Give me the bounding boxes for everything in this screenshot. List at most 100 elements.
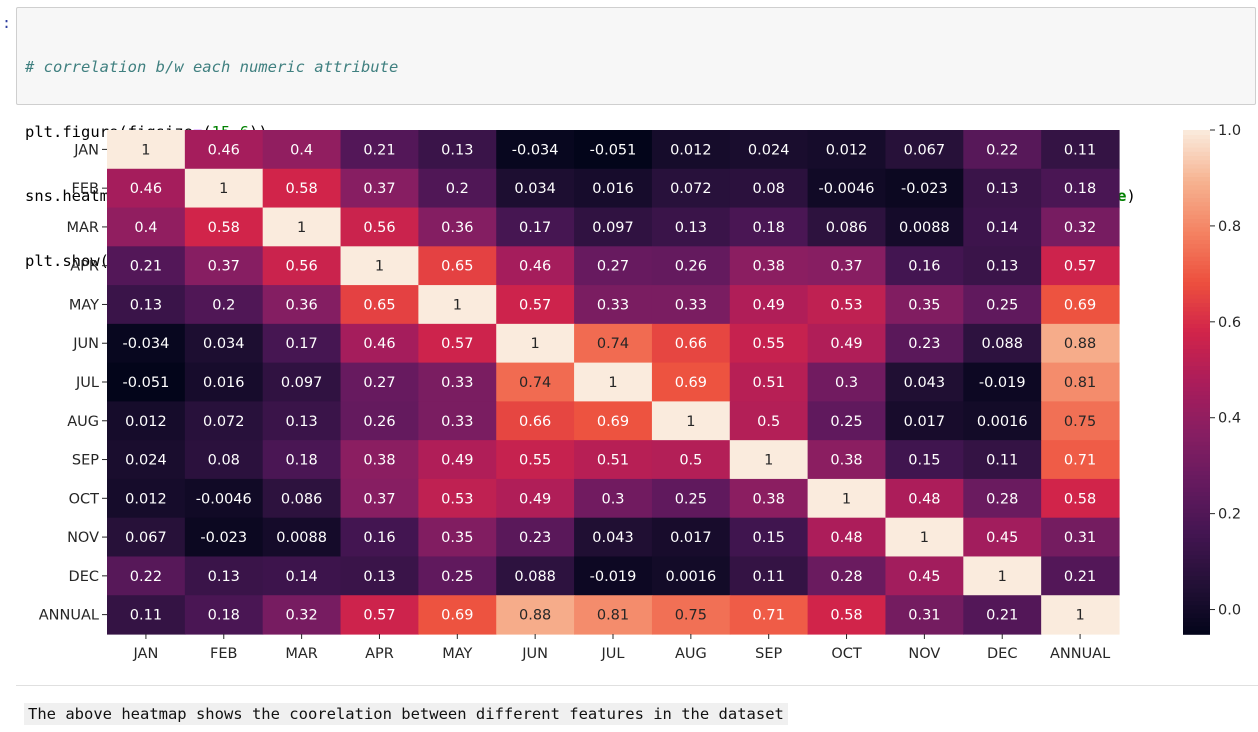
cell-annotation: 0.53 xyxy=(830,297,862,313)
cell-annotation: 0.22 xyxy=(986,142,1018,158)
heatmap-cell-nov-sep xyxy=(729,517,809,558)
cell-annotation: 0.31 xyxy=(1064,530,1096,546)
cell-annotation: 0.37 xyxy=(208,259,240,275)
cell-annotation: 0.81 xyxy=(597,608,629,624)
colorbar-segment xyxy=(1183,176,1210,182)
heatmap-cell-oct-jan xyxy=(107,478,186,519)
heatmap-cell-jun-dec xyxy=(963,323,1042,364)
heatmap-cell-feb-annual xyxy=(1041,168,1120,209)
heatmap-cell-aug-annual xyxy=(1041,401,1120,441)
heatmap-cell-nov-nov xyxy=(885,517,964,558)
colorbar-segment xyxy=(1183,533,1210,539)
colorbar-segment xyxy=(1183,600,1210,606)
cell-annotation: 0.3 xyxy=(835,375,858,391)
heatmap-cell-aug-jun xyxy=(496,401,575,441)
cell-annotation: 0.36 xyxy=(441,220,473,236)
cell-annotation: 0.28 xyxy=(830,569,862,585)
x-tick-label: FEB xyxy=(210,646,237,662)
y-tick-label: SEP xyxy=(72,453,99,469)
colorbar-segment xyxy=(1183,491,1210,497)
cell-annotation: 0.66 xyxy=(675,336,707,352)
cell-annotation: 0.33 xyxy=(675,297,707,313)
cell-annotation: 0.33 xyxy=(597,297,629,313)
colorbar-segment xyxy=(1183,184,1210,190)
cell-annotation: 0.35 xyxy=(441,530,473,546)
cell-annotation: 0.22 xyxy=(130,569,162,585)
cell-divider xyxy=(16,685,1258,686)
heatmap-cell-may-feb xyxy=(184,285,264,325)
heatmap-cell-sep-aug xyxy=(651,440,731,480)
y-tick-label: FEB xyxy=(72,181,99,197)
cell-annotation: 0.0088 xyxy=(899,220,950,236)
heatmap-cell-jun-mar xyxy=(262,323,342,364)
cell-annotation: 0.26 xyxy=(675,259,707,275)
cell-annotation: 0.25 xyxy=(441,569,473,585)
heatmap-cell-sep-annual xyxy=(1041,440,1120,480)
cell-annotation: 0.48 xyxy=(830,530,862,546)
colorbar-segment xyxy=(1183,319,1210,324)
colorbar-segment xyxy=(1183,503,1210,509)
cell-annotation: 0.45 xyxy=(986,530,1018,546)
code-cell[interactable]: # correlation b/w each numeric attribute… xyxy=(16,7,1256,270)
heatmap-cell-aug-apr xyxy=(340,401,419,441)
cell-annotation: 1 xyxy=(297,220,306,236)
heatmap-cell-apr-mar xyxy=(262,246,342,286)
heatmap-cell-nov-mar xyxy=(262,517,342,558)
cell-annotation: 0.65 xyxy=(441,259,473,275)
colorbar-segment xyxy=(1183,235,1210,240)
heatmap-cell-jun-nov xyxy=(885,323,964,364)
colorbar-tick-label: 0.2 xyxy=(1218,507,1241,523)
cell-annotation: 0.75 xyxy=(675,608,707,624)
heatmap-cell-nov-jan xyxy=(107,517,186,558)
heatmap-cell-dec-oct xyxy=(807,556,887,596)
cell-annotation: 0.37 xyxy=(830,259,862,275)
colorbar-segment xyxy=(1183,478,1210,484)
colorbar-segment xyxy=(1183,193,1210,198)
heatmap-cell-mar-aug xyxy=(651,207,731,247)
cell-annotation: 0.097 xyxy=(592,220,634,236)
cell-annotation: 0.012 xyxy=(826,142,868,158)
cell-annotation: 0.49 xyxy=(830,336,862,352)
heatmap-cell-may-jun xyxy=(496,285,575,325)
cell-annotation: 0.21 xyxy=(130,259,162,275)
colorbar-segment xyxy=(1183,373,1210,379)
heatmap-cell-aug-aug xyxy=(651,401,731,441)
y-tick-label: JUL xyxy=(75,375,99,391)
colorbar-segment xyxy=(1183,230,1210,236)
colorbar-segment xyxy=(1183,209,1210,215)
heatmap-cell-sep-jun xyxy=(496,440,575,480)
colorbar-segment xyxy=(1183,403,1210,408)
heatmap-cell-aug-jan xyxy=(107,401,186,441)
heatmap-cell-oct-dec xyxy=(963,478,1042,519)
cell-annotation: -0.0046 xyxy=(819,181,875,197)
colorbar-segment xyxy=(1183,474,1210,480)
cell-annotation: 1 xyxy=(764,453,773,469)
colorbar-segment xyxy=(1183,554,1210,560)
cell-annotation: 1 xyxy=(453,297,462,313)
y-tick-label: DEC xyxy=(69,569,99,585)
colorbar-segment xyxy=(1183,163,1210,169)
colorbar-segment xyxy=(1183,197,1210,203)
heatmap-cell-feb-feb xyxy=(184,168,264,209)
heatmap-cell-may-apr xyxy=(340,285,419,325)
x-axis-ticks: JAN FEB MAR APR MAY JUN JUL AUG SEP OCT NOV DEC ANNU… xyxy=(133,634,1110,662)
cell-annotation: 0.017 xyxy=(670,530,712,546)
colorbar-segment xyxy=(1183,499,1210,505)
colorbar-segment xyxy=(1183,205,1210,211)
cell-annotation: 0.38 xyxy=(753,259,785,275)
colorbar-segment xyxy=(1183,180,1210,186)
heatmap-cell-annual-jan xyxy=(107,595,186,635)
cell-annotation: 0.5 xyxy=(757,414,780,430)
colorbar-segment xyxy=(1183,571,1210,576)
colorbar-segment xyxy=(1183,428,1210,434)
heatmap-cell-sep-mar xyxy=(262,440,342,480)
colorbar-segment xyxy=(1183,470,1210,476)
heatmap-cell-may-nov xyxy=(885,285,964,325)
heatmap-cell-jul-jan xyxy=(107,362,186,402)
heatmap-cell-oct-jun xyxy=(496,478,575,519)
heatmap-cell-mar-jan xyxy=(107,207,186,247)
heatmap-cell-sep-nov xyxy=(885,440,964,480)
heatmap-cell-feb-apr xyxy=(340,168,419,209)
cell-annotation: 0.17 xyxy=(285,336,317,352)
colorbar-segment xyxy=(1183,277,1210,282)
